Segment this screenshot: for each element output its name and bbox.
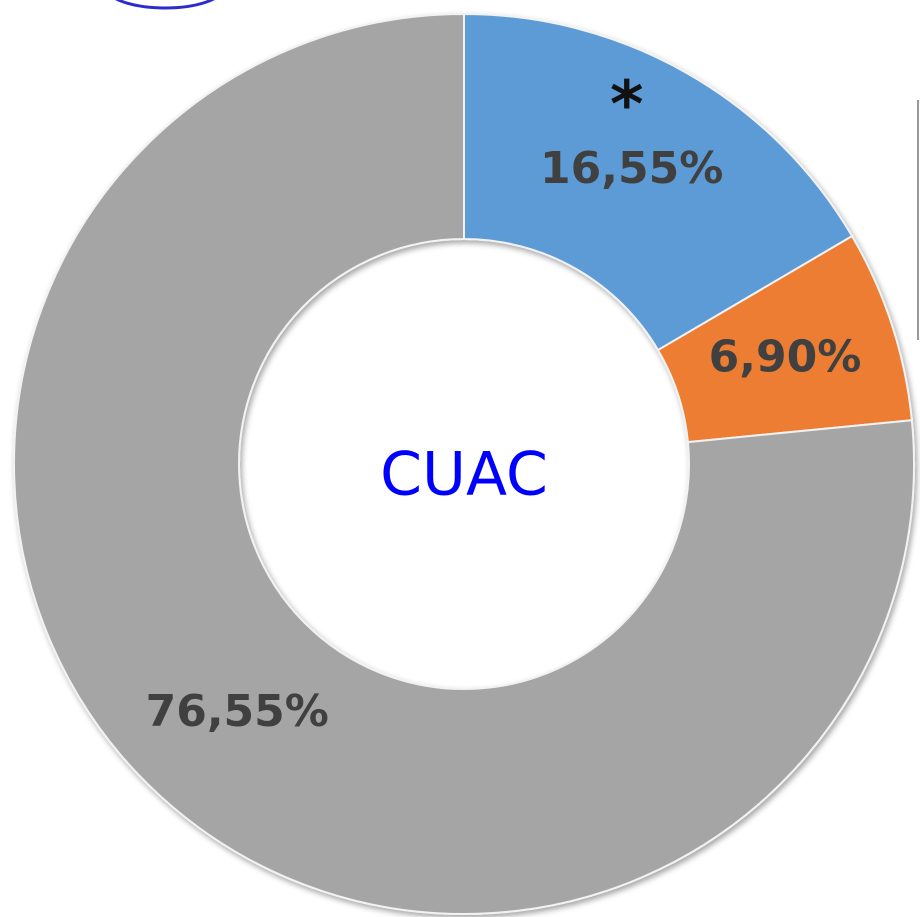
- donut: [13, 12, 915, 915]
- center-text: CUAC: [380, 440, 548, 510]
- logo-fragment: [115, 0, 215, 10]
- value-label: 16,55%: [540, 143, 723, 194]
- slice: [463, 12, 854, 352]
- value-label: 6,90%: [709, 332, 862, 383]
- annotation: *: [610, 69, 643, 143]
- slice: [13, 12, 915, 915]
- value-label: 76,55%: [146, 686, 329, 737]
